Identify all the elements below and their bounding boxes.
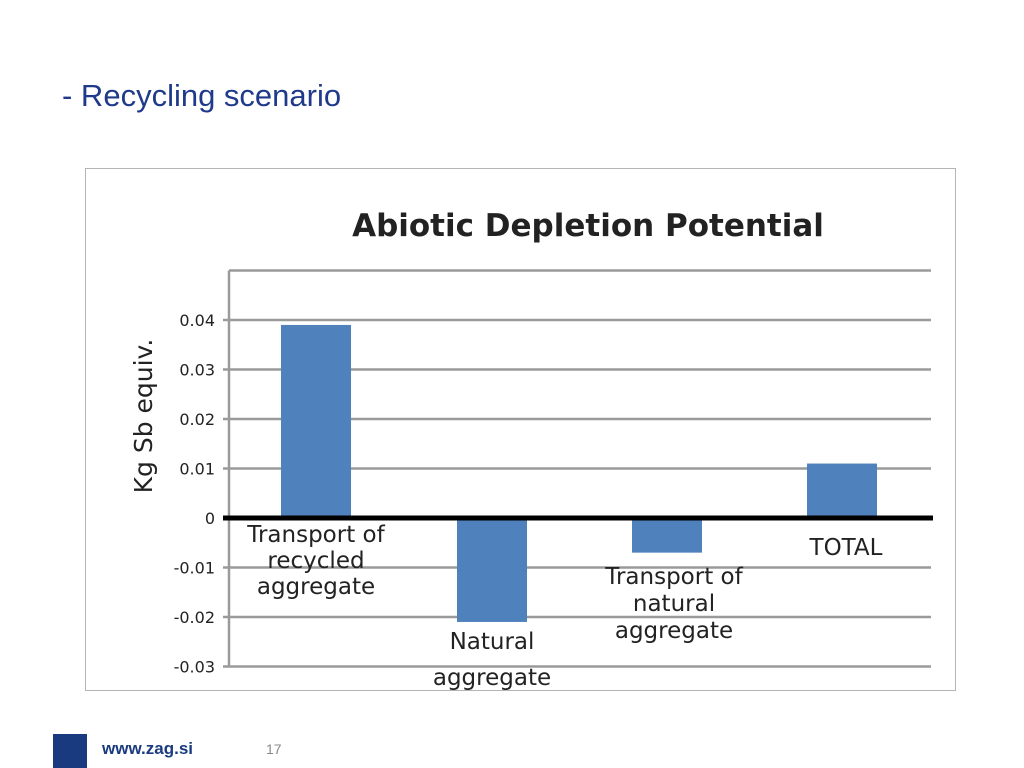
slide-title: - Recycling scenario — [62, 78, 342, 113]
category-label: aggregate — [615, 618, 733, 644]
page-number: 17 — [266, 741, 282, 757]
y-tick-label: -0.01 — [174, 559, 215, 578]
category-label: aggregate — [257, 574, 375, 600]
bar-3 — [632, 518, 702, 553]
category-label: Transport of — [604, 564, 743, 590]
category-label: recycled — [267, 548, 364, 574]
category-label: natural — [633, 591, 715, 617]
footer-url[interactable]: www.zag.si — [102, 739, 194, 758]
abiotic-depletion-chart: Abiotic Depletion Potential Kg Sb equiv. 0… — [129, 208, 933, 691]
chart-frame: Abiotic Depletion Potential Kg Sb equiv. 0… — [85, 168, 956, 691]
bar-4 — [807, 463, 877, 518]
y-axis-label: Kg Sb equiv. — [129, 339, 158, 494]
footer-logo-square — [53, 734, 87, 768]
category-label: Transport of — [246, 522, 385, 548]
y-tick-label: -0.02 — [174, 608, 215, 627]
y-tick-label: 0 — [205, 509, 215, 528]
y-tick-label: -0.03 — [174, 658, 215, 677]
y-tick-label: 0.01 — [179, 460, 215, 479]
chart-title: Abiotic Depletion Potential — [352, 208, 824, 244]
bar-2 — [457, 518, 527, 622]
bar-1 — [281, 324, 351, 518]
category-label: TOTAL — [809, 535, 883, 561]
y-tick-label: 0.03 — [179, 361, 215, 380]
category-label: aggregate — [433, 665, 551, 691]
y-tick-label: 0.04 — [179, 311, 215, 330]
y-tick-label: 0.02 — [179, 410, 215, 429]
category-label: Natural — [450, 629, 535, 655]
